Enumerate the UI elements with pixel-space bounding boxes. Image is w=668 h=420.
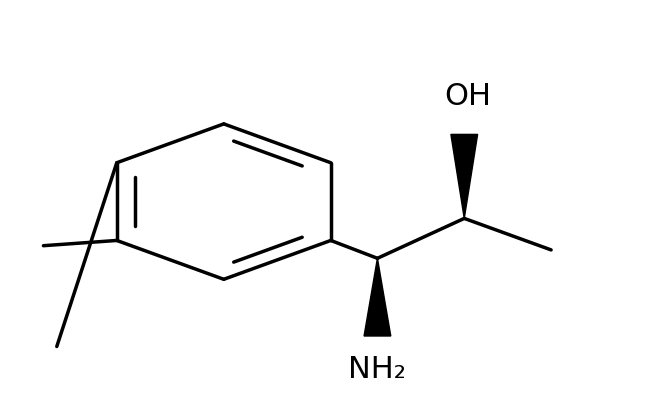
- Polygon shape: [364, 258, 391, 336]
- Text: OH: OH: [444, 82, 491, 111]
- Polygon shape: [451, 134, 478, 218]
- Text: NH₂: NH₂: [349, 355, 406, 384]
